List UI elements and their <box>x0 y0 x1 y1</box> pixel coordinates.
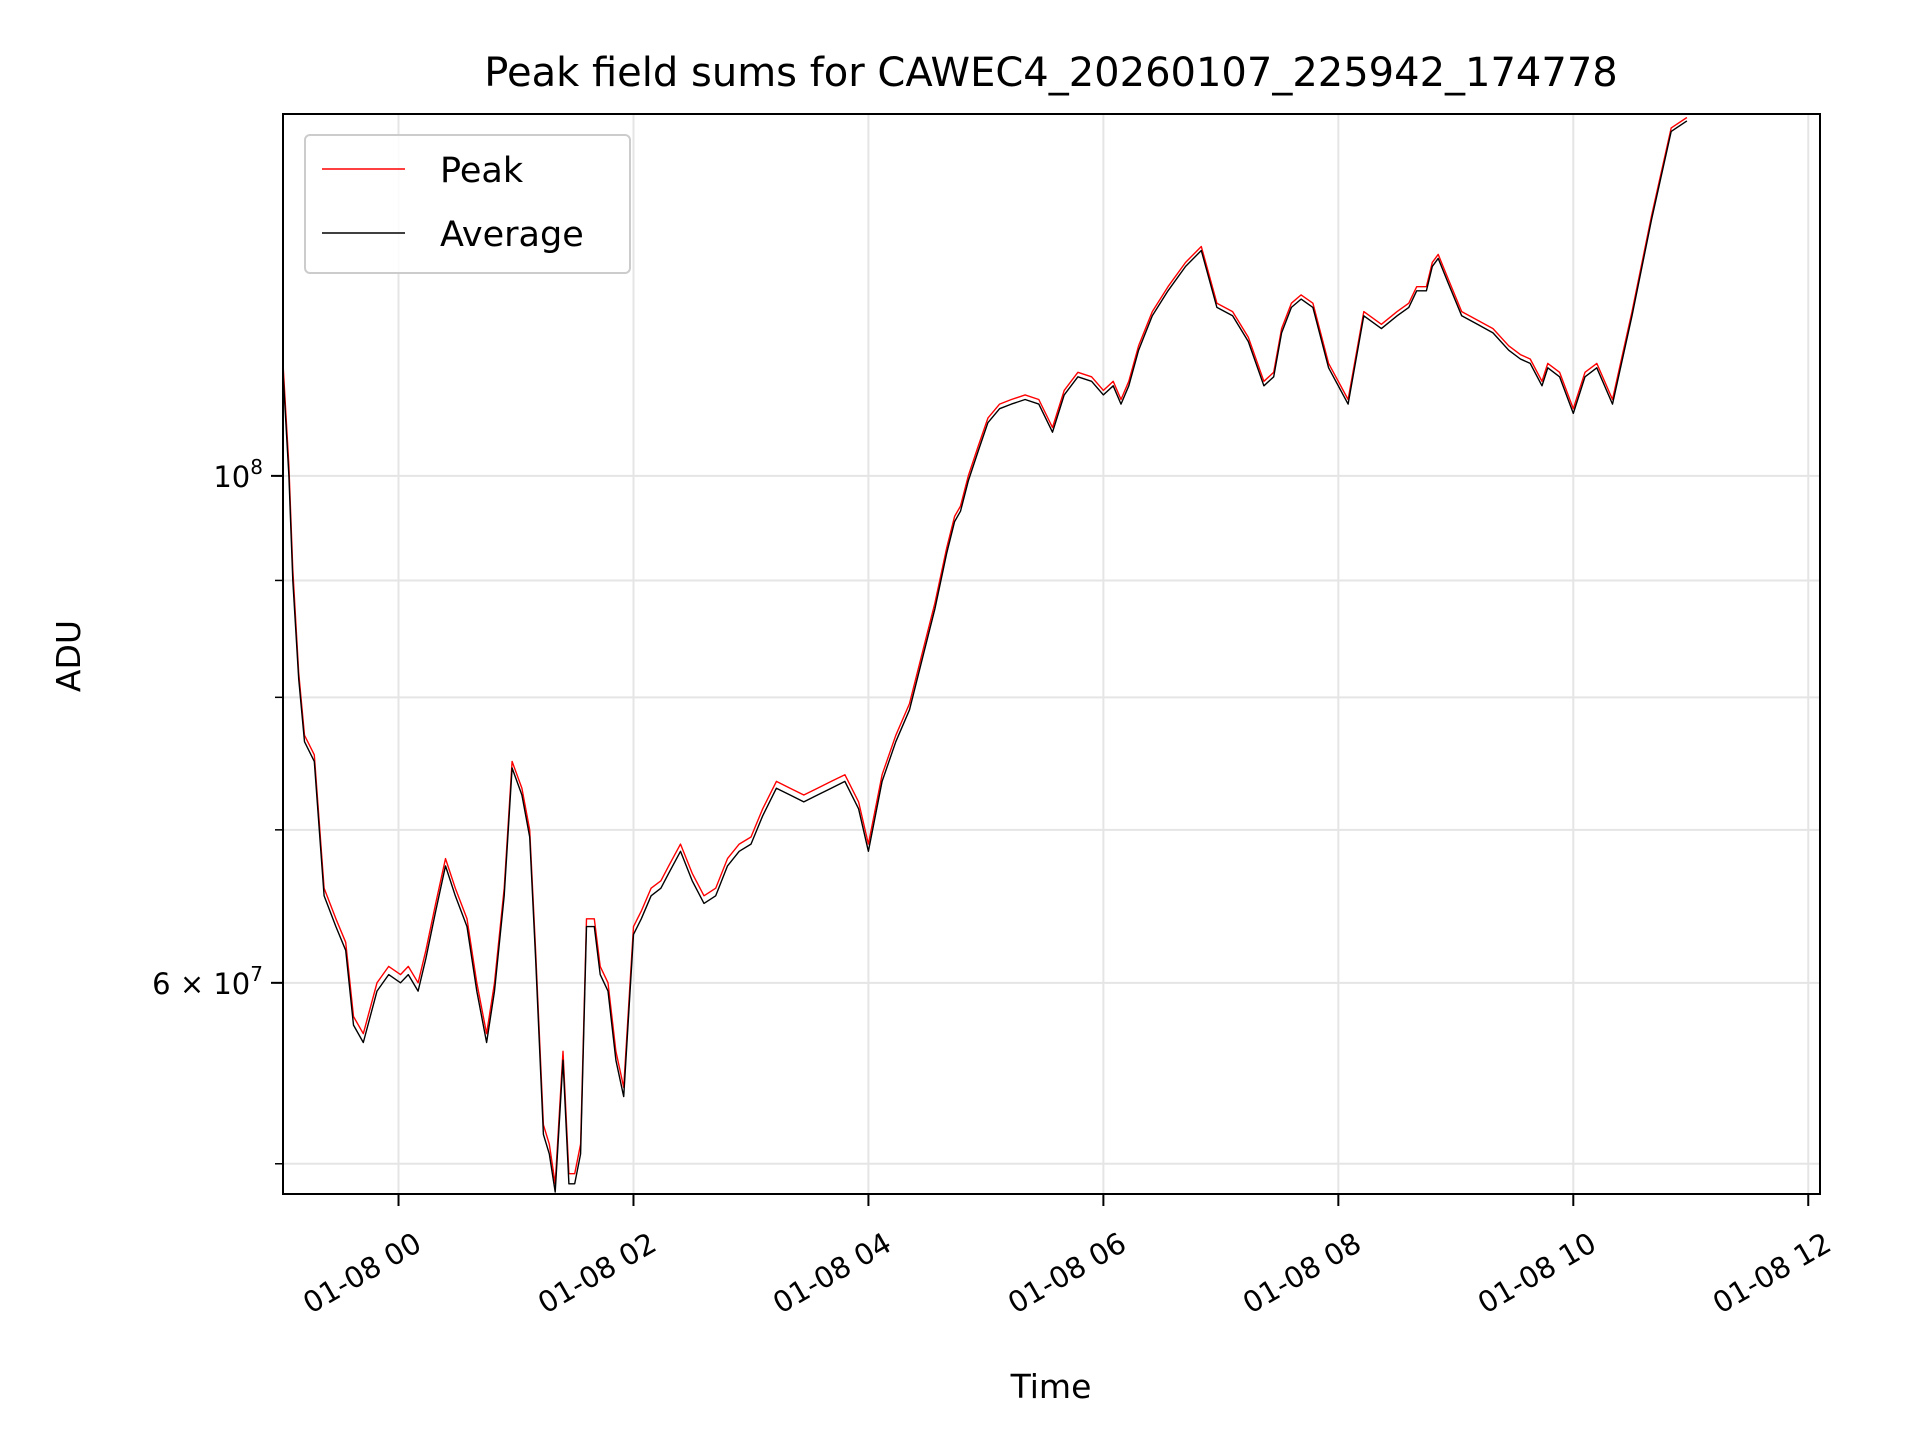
chart-title: Peak field sums for CAWEC4_20260107_2259… <box>484 50 1617 96</box>
x-axis-label: Time <box>1010 1367 1092 1406</box>
plot-frame <box>282 113 1821 1195</box>
y-tick-label: 108 <box>213 455 263 494</box>
grid <box>283 114 1820 1194</box>
y-axis-label: ADU <box>49 620 88 692</box>
series-line-peak <box>282 116 1688 1185</box>
y-tick-label: 6 × 107 <box>152 962 263 1001</box>
legend: Peak Average <box>304 134 631 274</box>
plot-series <box>282 116 1688 1193</box>
legend-average-label: Average <box>440 215 584 255</box>
legend-peak-label: Peak <box>440 151 524 191</box>
series-line-average <box>282 120 1688 1193</box>
